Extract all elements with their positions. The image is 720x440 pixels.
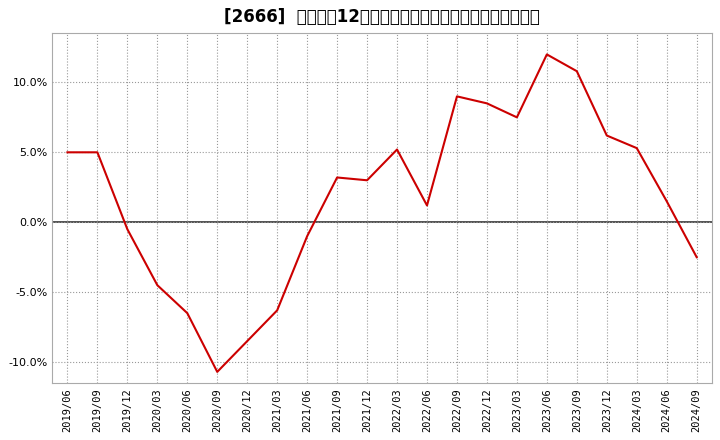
Title: [2666]  売上高の12か月移動合計の対前年同期増減率の推移: [2666] 売上高の12か月移動合計の対前年同期増減率の推移 (224, 8, 540, 26)
